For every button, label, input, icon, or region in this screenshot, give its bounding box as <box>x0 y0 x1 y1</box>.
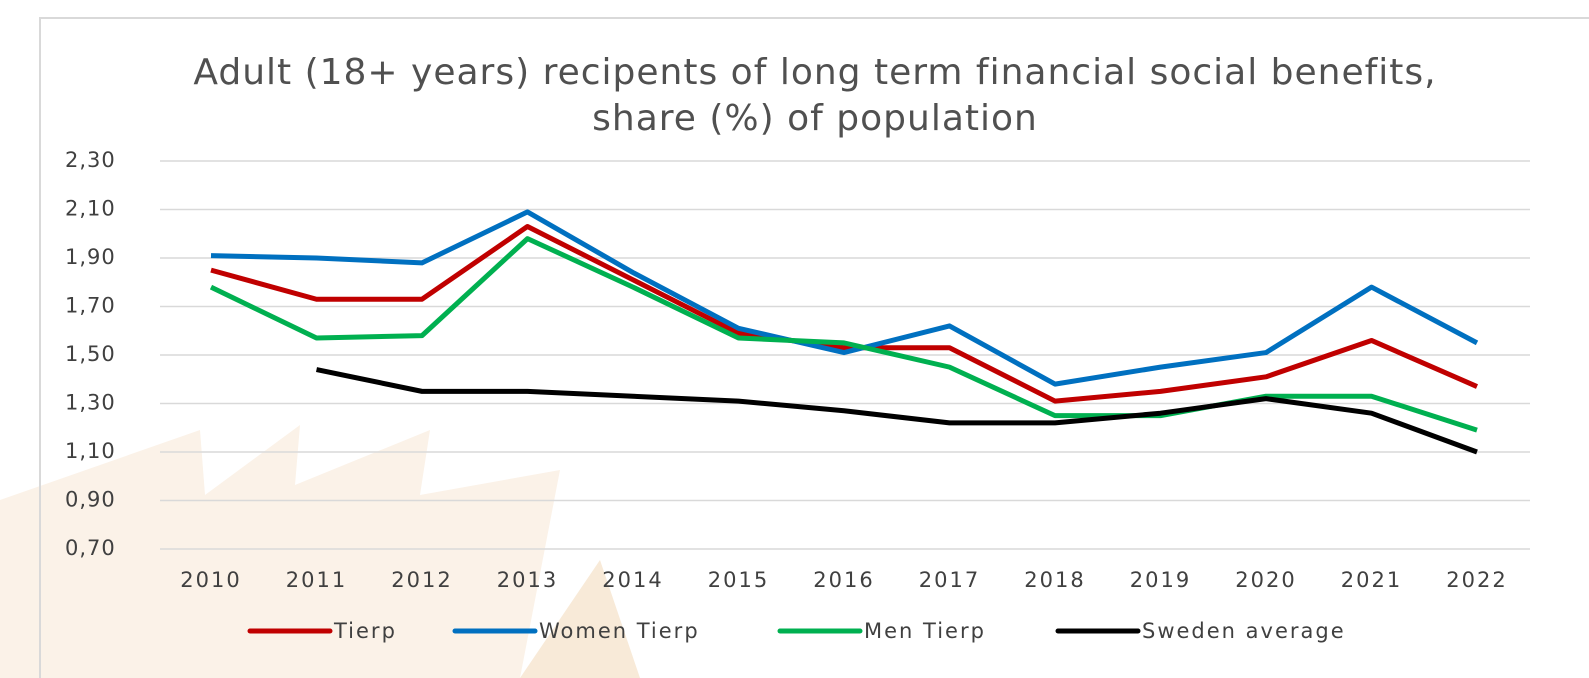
x-tick-label: 2016 <box>813 568 874 592</box>
x-tick-label: 2017 <box>919 568 980 592</box>
y-tick-label: 1,90 <box>65 245 116 269</box>
legend-label: Tierp <box>333 619 397 643</box>
y-tick-label: 2,30 <box>65 148 116 172</box>
legend-label: Sweden average <box>1142 619 1346 643</box>
x-tick-label: 2012 <box>391 568 452 592</box>
x-tick-label: 2021 <box>1341 568 1402 592</box>
y-tick-label: 2,10 <box>65 197 116 221</box>
page: 0,70 0,90 1,10 1,30 1,50 1,70 1,90 2,10 2,30 2010… <box>0 0 1589 678</box>
chart-title: Adult (18+ years) recipents of long term… <box>190 50 1440 142</box>
x-tick-label: 2018 <box>1024 568 1085 592</box>
x-tick-label: 2014 <box>602 568 663 592</box>
x-tick-label: 2010 <box>180 568 241 592</box>
series-line <box>211 226 1477 401</box>
y-tick-label: 1,10 <box>65 439 116 463</box>
x-tick-label: 2015 <box>708 568 769 592</box>
y-tick-label: 1,30 <box>65 391 116 415</box>
y-tick-label: 0,90 <box>65 488 116 512</box>
x-tick-label: 2020 <box>1235 568 1296 592</box>
x-tick-label: 2019 <box>1130 568 1191 592</box>
y-tick-label: 0,70 <box>65 536 116 560</box>
x-tick-label: 2011 <box>286 568 347 592</box>
y-tick-label: 1,70 <box>65 294 116 318</box>
series-line <box>317 370 1478 452</box>
x-tick-label: 2022 <box>1446 568 1507 592</box>
x-tick-label: 2013 <box>497 568 558 592</box>
y-tick-label: 1,50 <box>65 342 116 366</box>
legend-label: Women Tierp <box>539 619 700 643</box>
legend-label: Men Tierp <box>864 619 986 643</box>
